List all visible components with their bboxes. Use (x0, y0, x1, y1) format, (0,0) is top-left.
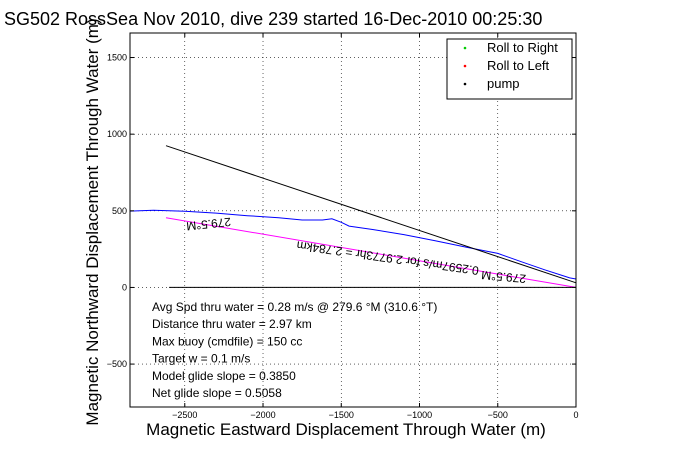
series-lines (129, 145, 577, 288)
annotation: 279.5°M (481, 268, 527, 286)
annotation: 279.5°M (186, 215, 232, 234)
x-tick-label: −500 (488, 410, 508, 420)
legend-entry: Roll to Left (487, 58, 550, 73)
x-tick-label: −1000 (407, 410, 432, 420)
legend: Roll to Right Roll to Left pump (446, 38, 573, 100)
summary-line: Distance thru water = 2.97 km (152, 317, 312, 331)
legend-entry: Roll to Right (487, 40, 558, 55)
x-tick-label: −1500 (329, 410, 354, 420)
x-tick-label: −2000 (250, 410, 275, 420)
series-line-1 (165, 217, 577, 288)
x-axis-label: Magnetic Eastward Displacement Through W… (146, 420, 546, 439)
y-tick-label: 500 (112, 206, 127, 216)
summary-line: Avg Spd thru water = 0.28 m/s @ 279.6 °M… (152, 300, 437, 314)
y-tick-label: −500 (107, 359, 127, 369)
legend-box (446, 38, 573, 100)
axes-box (129, 32, 577, 408)
chart-title: SG502 RossSea Nov 2010, dive 239 started… (4, 9, 542, 29)
y-tick-label: 0 (122, 282, 127, 292)
summary-text: Avg Spd thru water = 0.28 m/s @ 279.6 °M… (152, 300, 437, 400)
x-tick-label: 0 (573, 410, 578, 420)
series-line-0 (129, 209, 577, 280)
ticks: −2500 −2000 −1500 −1000 −500 0 −500 0 500 1000 150… (107, 33, 579, 420)
summary-line: Max buoy (cmdfile) = 150 cc (152, 334, 302, 348)
series-line-2 (165, 145, 577, 284)
legend-entry: pump (487, 76, 520, 91)
y-tick-label: 1500 (107, 53, 127, 63)
x-tick-label: −2500 (172, 410, 197, 420)
legend-marker (463, 82, 467, 86)
summary-line: Net glide slope = 0.5058 (152, 386, 282, 400)
y-tick-label: 1000 (107, 129, 127, 139)
summary-line: Target w = 0.1 m/s (152, 352, 250, 366)
y-axis-label: Magnetic Northward Displacement Through … (83, 18, 102, 425)
legend-marker (463, 64, 467, 68)
summary-line: Model glide slope = 0.3850 (152, 369, 296, 383)
legend-marker (463, 46, 467, 50)
